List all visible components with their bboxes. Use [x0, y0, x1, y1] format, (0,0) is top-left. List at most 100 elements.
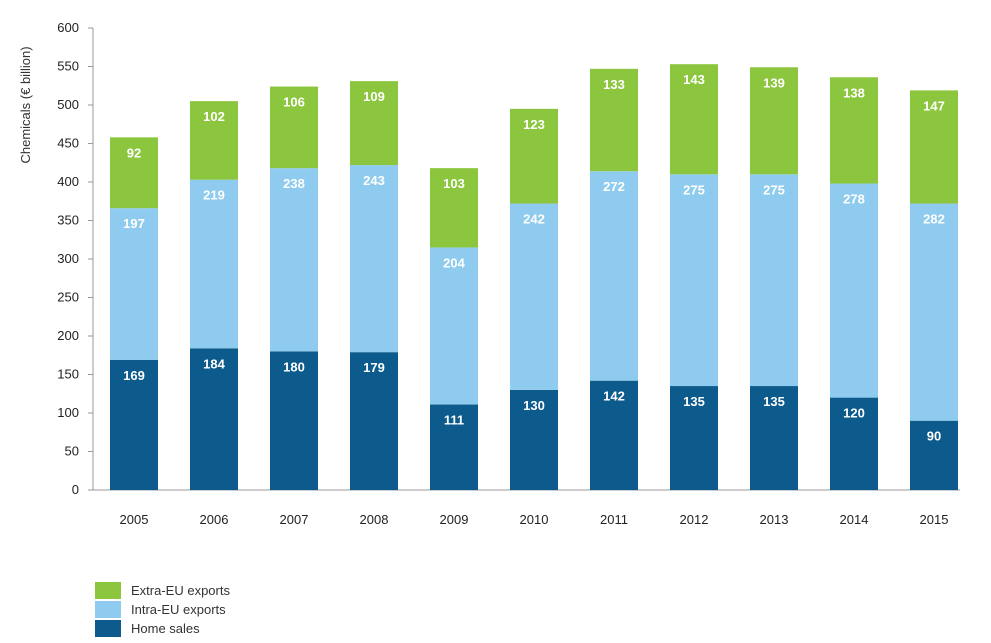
x-tick-label: 2013	[760, 512, 789, 527]
data-label-home-sales-2012: 135	[683, 394, 705, 409]
y-tick-label: 600	[57, 20, 79, 35]
data-label-extra-eu-exports-2013: 139	[763, 75, 785, 90]
data-label-intra-eu-exports-2010: 242	[523, 212, 545, 227]
data-label-home-sales-2005: 169	[123, 368, 145, 383]
y-tick-label: 150	[57, 367, 79, 382]
bar-home-sales-2006	[190, 348, 238, 490]
bar-home-sales-2010	[510, 389, 558, 490]
bar-intra-eu-exports-2014	[830, 183, 878, 398]
data-label-intra-eu-exports-2012: 275	[683, 182, 705, 197]
legend: Extra-EU exports Intra-EU exports Home sal…	[95, 582, 230, 637]
bar-home-sales-2011	[590, 380, 638, 490]
x-tick-label: 2006	[200, 512, 229, 527]
bar-extra-eu-exports-2011	[590, 68, 638, 172]
bar-extra-eu-exports-2005	[110, 137, 158, 209]
bar-intra-eu-exports-2006	[190, 179, 238, 349]
y-tick-label: 450	[57, 136, 79, 151]
data-label-home-sales-2014: 120	[843, 406, 865, 421]
x-tick-label: 2007	[280, 512, 309, 527]
bar-intra-eu-exports-2015	[910, 203, 958, 421]
y-tick-label: 300	[57, 251, 79, 266]
legend-swatch-home-sales	[95, 620, 121, 637]
bar-extra-eu-exports-2015	[910, 90, 958, 204]
bar-intra-eu-exports-2009	[430, 247, 478, 405]
y-tick-label: 100	[57, 405, 79, 420]
data-label-intra-eu-exports-2006: 219	[203, 188, 225, 203]
legend-label-home-sales: Home sales	[131, 621, 200, 636]
data-label-intra-eu-exports-2008: 243	[363, 173, 385, 188]
bar-home-sales-2012	[670, 386, 718, 490]
bar-home-sales-2005	[110, 359, 158, 490]
legend-label-intra-eu-exports: Intra-EU exports	[131, 602, 226, 617]
bar-extra-eu-exports-2009	[430, 168, 478, 248]
data-label-intra-eu-exports-2014: 278	[843, 192, 865, 207]
bar-extra-eu-exports-2010	[510, 108, 558, 204]
data-label-intra-eu-exports-2015: 282	[923, 212, 945, 227]
data-label-home-sales-2011: 142	[603, 389, 625, 404]
x-tick-label: 2011	[600, 512, 628, 527]
data-label-intra-eu-exports-2013: 275	[763, 182, 785, 197]
bar-extra-eu-exports-2006	[190, 101, 238, 180]
x-tick-label: 2015	[920, 512, 949, 527]
data-label-home-sales-2009: 111	[444, 413, 464, 428]
bar-home-sales-2009	[430, 404, 478, 490]
bar-home-sales-2013	[750, 386, 798, 490]
bar-intra-eu-exports-2007	[270, 168, 318, 352]
data-label-home-sales-2013: 135	[763, 394, 785, 409]
bar-extra-eu-exports-2007	[270, 86, 318, 169]
x-tick-label: 2009	[440, 512, 469, 527]
legend-label-extra-eu-exports: Extra-EU exports	[131, 583, 230, 598]
x-tick-label: 2012	[680, 512, 709, 527]
bar-home-sales-2015	[910, 420, 958, 490]
x-tick-label: 2005	[120, 512, 149, 527]
y-axis-title: Chemicals (€ billion)	[18, 46, 33, 163]
bar-intra-eu-exports-2012	[670, 174, 718, 387]
data-label-home-sales-2006: 184	[203, 356, 225, 371]
legend-swatch-intra-eu-exports	[95, 601, 121, 618]
y-tick-label: 50	[65, 444, 79, 459]
y-tick-label: 550	[57, 59, 79, 74]
bar-intra-eu-exports-2011	[590, 171, 638, 381]
data-label-home-sales-2010: 130	[523, 398, 545, 413]
bar-extra-eu-exports-2008	[350, 81, 398, 166]
data-label-intra-eu-exports-2005: 197	[123, 216, 145, 231]
y-tick-label: 250	[57, 290, 79, 305]
bar-extra-eu-exports-2012	[670, 64, 718, 175]
y-tick-label: 350	[57, 213, 79, 228]
data-label-extra-eu-exports-2011: 133	[603, 77, 625, 92]
data-label-extra-eu-exports-2007: 106	[283, 95, 305, 110]
data-label-extra-eu-exports-2009: 103	[443, 176, 465, 191]
data-label-extra-eu-exports-2014: 138	[843, 85, 865, 100]
y-axis-ticks: 0 50 100 150 200 250 300 350 400 450 500 550 600	[57, 20, 93, 497]
bar-extra-eu-exports-2013	[750, 67, 798, 175]
data-label-home-sales-2015: 90	[927, 429, 941, 444]
bar-home-sales-2007	[270, 351, 318, 490]
data-label-extra-eu-exports-2012: 143	[683, 72, 705, 87]
data-label-extra-eu-exports-2015: 147	[923, 98, 945, 113]
bar-extra-eu-exports-2014	[830, 77, 878, 184]
data-label-intra-eu-exports-2009: 204	[443, 255, 465, 270]
legend-swatch-extra-eu-exports	[95, 582, 121, 599]
x-tick-label: 2010	[520, 512, 549, 527]
bars: 169 197 92 184 219 102 180 238 106 179 243 109 111 20…	[110, 64, 958, 490]
data-label-home-sales-2007: 180	[283, 359, 305, 374]
bar-intra-eu-exports-2008	[350, 165, 398, 353]
data-label-intra-eu-exports-2011: 272	[603, 179, 625, 194]
x-tick-label: 2014	[840, 512, 869, 527]
bar-intra-eu-exports-2010	[510, 203, 558, 390]
bar-home-sales-2014	[830, 397, 878, 490]
y-tick-label: 200	[57, 328, 79, 343]
data-label-intra-eu-exports-2007: 238	[283, 176, 305, 191]
y-tick-label: 400	[57, 174, 79, 189]
y-tick-label: 0	[72, 482, 79, 497]
x-tick-label: 2008	[360, 512, 389, 527]
data-label-extra-eu-exports-2006: 102	[203, 109, 225, 124]
x-axis-ticks: 2005 2006 2007 2008 2009 2010 2011 2012 2013 2014…	[120, 512, 949, 527]
bar-intra-eu-exports-2013	[750, 174, 798, 387]
bar-intra-eu-exports-2005	[110, 208, 158, 360]
y-tick-label: 500	[57, 97, 79, 112]
bar-home-sales-2008	[350, 352, 398, 490]
data-label-extra-eu-exports-2008: 109	[363, 89, 385, 104]
data-label-extra-eu-exports-2005: 92	[127, 145, 141, 160]
